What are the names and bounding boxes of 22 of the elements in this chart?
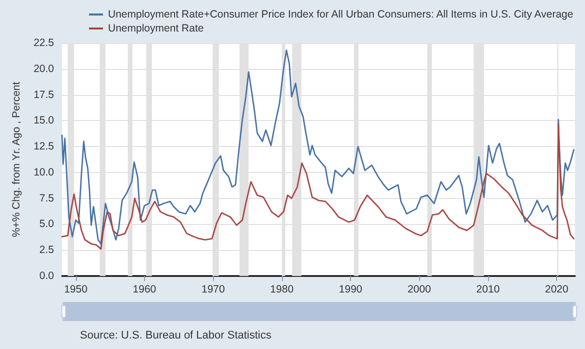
- x-tick-label: 1950: [64, 284, 88, 296]
- legend-label: Unemployment Rate: [108, 22, 204, 34]
- legend-label: Unemployment Rate+Consumer Price Index for All Urban Consumers: All Items in U.S. City Average: [108, 8, 574, 20]
- y-tick-label: 0.0: [39, 270, 54, 282]
- x-tick-label: 2010: [476, 284, 500, 296]
- y-tick-label: 5.0: [39, 218, 54, 230]
- x-tick-label: 1960: [132, 284, 156, 296]
- y-tick-label: 7.5: [39, 192, 54, 204]
- x-tick-label: 2000: [408, 284, 432, 296]
- y-tick-label: 2.5: [39, 244, 54, 256]
- y-tick-label: 10.0: [34, 166, 54, 178]
- y-tick-label: 22.5: [34, 37, 54, 49]
- x-tick-label: 1970: [201, 284, 225, 296]
- x-tick-label: 1990: [338, 284, 362, 296]
- y-tick-label: 20.0: [34, 62, 54, 75]
- source-note: Source: U.S. Bureau of Labor Statistics: [80, 330, 272, 342]
- y-axis-title: %+% Chg. from Yr. Ago , Percent: [10, 82, 22, 238]
- y-tick-label: 12.5: [34, 140, 54, 153]
- x-tick-label: 1980: [270, 284, 294, 296]
- y-tick-label: 15.0: [34, 114, 54, 127]
- y-tick-label: 17.5: [34, 88, 54, 101]
- x-tick-label: 2020: [545, 284, 569, 296]
